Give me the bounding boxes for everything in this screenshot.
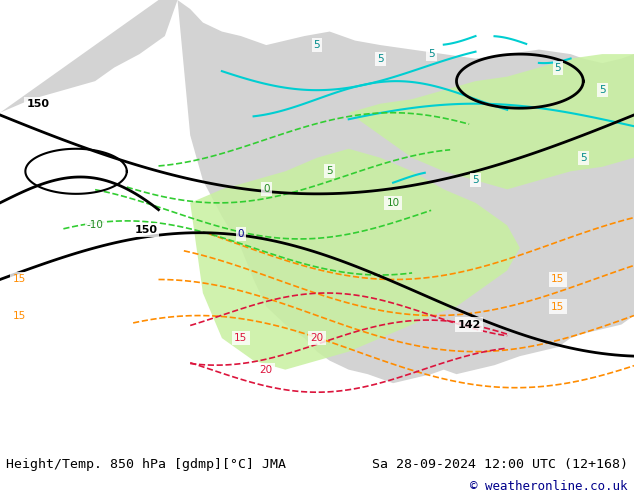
- Text: 20: 20: [311, 333, 323, 343]
- Polygon shape: [178, 0, 634, 383]
- Text: 5: 5: [580, 153, 586, 163]
- Text: 15: 15: [552, 274, 564, 285]
- Text: 15: 15: [235, 333, 247, 343]
- Polygon shape: [0, 0, 178, 113]
- Text: 15: 15: [13, 274, 25, 285]
- Polygon shape: [190, 149, 520, 369]
- Text: © weatheronline.co.uk: © weatheronline.co.uk: [470, 480, 628, 490]
- Text: 142: 142: [458, 319, 481, 330]
- Text: 0: 0: [238, 229, 244, 240]
- Text: 5: 5: [472, 175, 479, 185]
- Text: -10: -10: [87, 220, 103, 230]
- Text: Sa 28-09-2024 12:00 UTC (12+168): Sa 28-09-2024 12:00 UTC (12+168): [372, 458, 628, 471]
- Text: 10: 10: [387, 198, 399, 208]
- Text: 15: 15: [13, 311, 25, 320]
- Text: 15: 15: [552, 301, 564, 312]
- Polygon shape: [349, 54, 634, 189]
- Text: 150: 150: [134, 225, 157, 235]
- Text: Height/Temp. 850 hPa [gdmp][°C] JMA: Height/Temp. 850 hPa [gdmp][°C] JMA: [6, 458, 287, 471]
- Text: 5: 5: [327, 166, 333, 176]
- Text: 5: 5: [377, 53, 384, 64]
- Text: 0: 0: [263, 184, 269, 195]
- Text: 5: 5: [428, 49, 434, 59]
- Text: 5: 5: [555, 63, 561, 73]
- Text: 5: 5: [599, 85, 605, 95]
- Text: 20: 20: [260, 365, 273, 375]
- Text: 150: 150: [27, 98, 49, 109]
- Text: 5: 5: [314, 40, 320, 50]
